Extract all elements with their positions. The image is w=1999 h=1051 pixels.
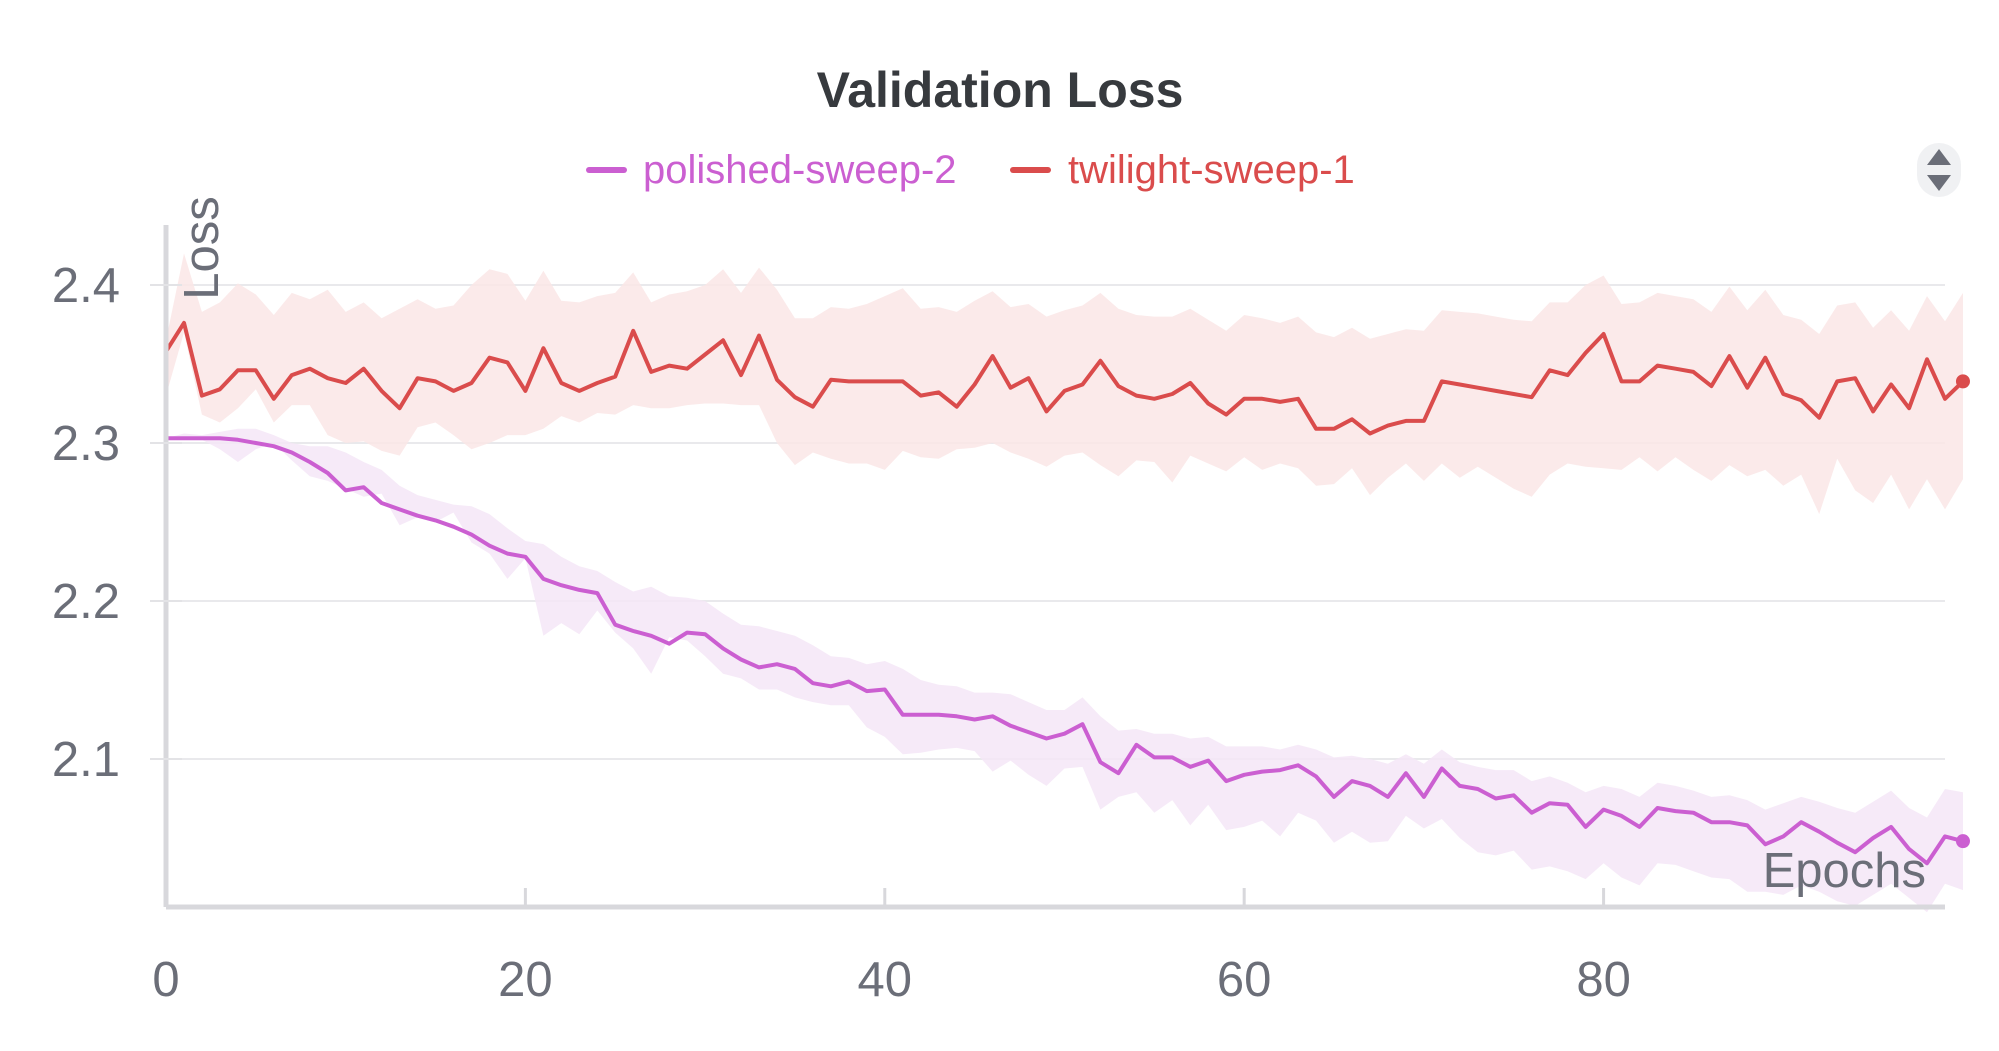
x-tick-label-80: 80 bbox=[1576, 953, 1631, 1007]
end-point-twilight-sweep-1[interactable] bbox=[1955, 374, 1970, 389]
y-tick-label-2.4: 2.4 bbox=[52, 259, 120, 313]
line-polished-sweep-2[interactable] bbox=[166, 436, 1964, 866]
legend[interactable]: polished-sweep-2 twilight-sweep-1 bbox=[586, 148, 1355, 192]
chart-title: Validation Loss bbox=[817, 62, 1184, 118]
x-tick-label-20: 20 bbox=[498, 953, 553, 1007]
y-axis-ticks: 2.1 2.2 2.3 2.4 bbox=[52, 259, 182, 787]
confidence-bands bbox=[166, 253, 1963, 913]
legend-item-twilight-sweep-1[interactable]: twilight-sweep-1 bbox=[1010, 148, 1355, 192]
band-polished-sweep-2 bbox=[166, 428, 1963, 913]
x-axis-label: Epochs bbox=[1763, 844, 1926, 898]
y-tick-label-2.1: 2.1 bbox=[52, 733, 120, 787]
legend-label-polished-sweep-2: polished-sweep-2 bbox=[643, 148, 957, 192]
sort-arrows-icon bbox=[1927, 149, 1951, 191]
x-tick-label-40: 40 bbox=[858, 953, 913, 1007]
band-twilight-sweep-1 bbox=[166, 253, 1963, 515]
y-axis-label: Loss bbox=[175, 196, 229, 300]
legend-item-polished-sweep-2[interactable]: polished-sweep-2 bbox=[586, 148, 957, 192]
series-points bbox=[1955, 374, 1970, 849]
y-tick-label-2.2: 2.2 bbox=[52, 575, 120, 629]
series-lines bbox=[164, 320, 1965, 866]
x-axis-ticks: 0 20 40 60 80 bbox=[152, 888, 1631, 1007]
legend-scroll-control[interactable] bbox=[1917, 143, 1961, 197]
line-twilight-sweep-1[interactable] bbox=[164, 320, 1965, 436]
x-tick-label-0: 0 bbox=[152, 953, 179, 1007]
y-tick-label-2.3: 2.3 bbox=[52, 417, 120, 471]
legend-label-twilight-sweep-1: twilight-sweep-1 bbox=[1068, 148, 1355, 192]
x-tick-label-60: 60 bbox=[1217, 953, 1272, 1007]
end-point-polished-sweep-2[interactable] bbox=[1955, 834, 1970, 849]
